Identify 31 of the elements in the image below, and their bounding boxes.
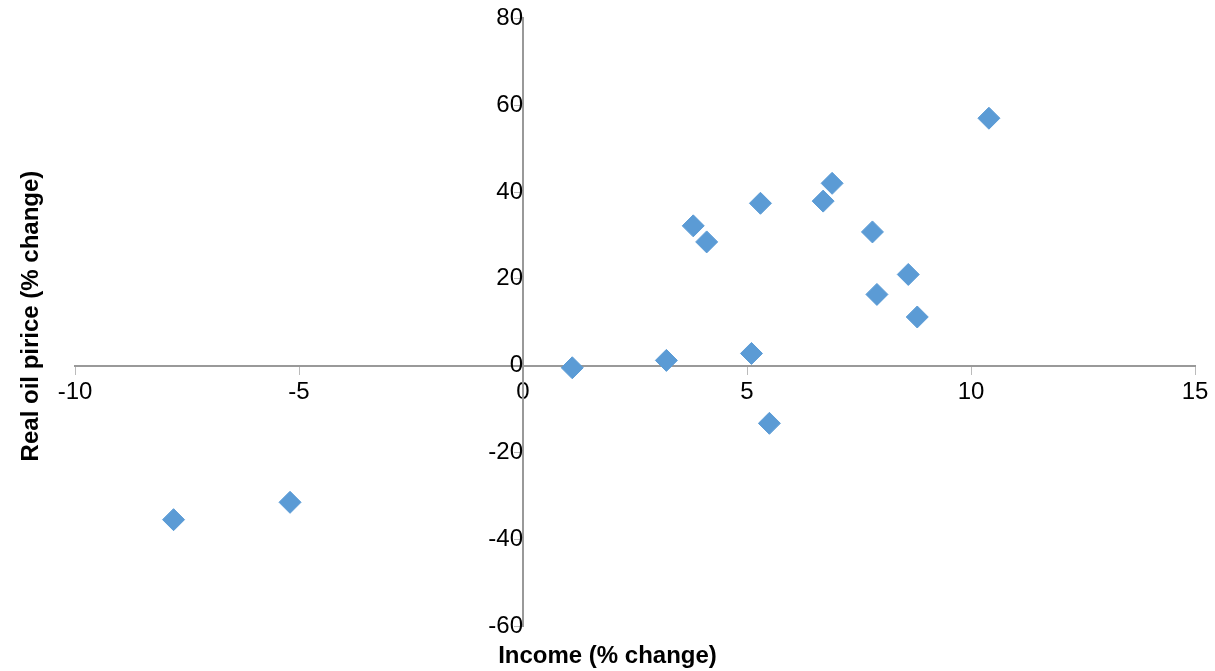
point <box>977 106 1001 130</box>
y-axis-title: Real oil pirice (% change) <box>16 170 44 461</box>
point <box>757 411 781 435</box>
y-tick-label: 20 <box>496 263 523 291</box>
x-tick-label: 5 <box>740 376 754 404</box>
point <box>811 189 835 213</box>
point <box>681 214 705 238</box>
point <box>896 262 920 286</box>
x-axis-title: Income (% change) <box>497 641 718 669</box>
point <box>162 508 186 532</box>
point <box>739 341 763 365</box>
point <box>560 356 584 380</box>
y-tick-label: 0 <box>509 350 523 378</box>
y-tick-label: -60 <box>488 610 523 638</box>
x-tick-label: 15 <box>1181 376 1209 404</box>
y-tick-label: 60 <box>496 89 523 117</box>
point <box>820 171 844 195</box>
point <box>905 305 929 329</box>
point <box>860 220 884 244</box>
x-tick-label: 10 <box>957 376 985 404</box>
y-tick-label: 80 <box>496 3 523 31</box>
x-tick-label: -5 <box>288 376 310 404</box>
point <box>748 191 772 215</box>
point <box>654 348 678 372</box>
x-tick-label: -10 <box>57 376 93 404</box>
y-tick-label: -40 <box>488 523 523 551</box>
point <box>695 230 719 254</box>
point <box>865 282 889 306</box>
y-tick-label: 40 <box>496 176 523 204</box>
y-tick-label: -20 <box>488 437 523 465</box>
point <box>278 490 302 514</box>
